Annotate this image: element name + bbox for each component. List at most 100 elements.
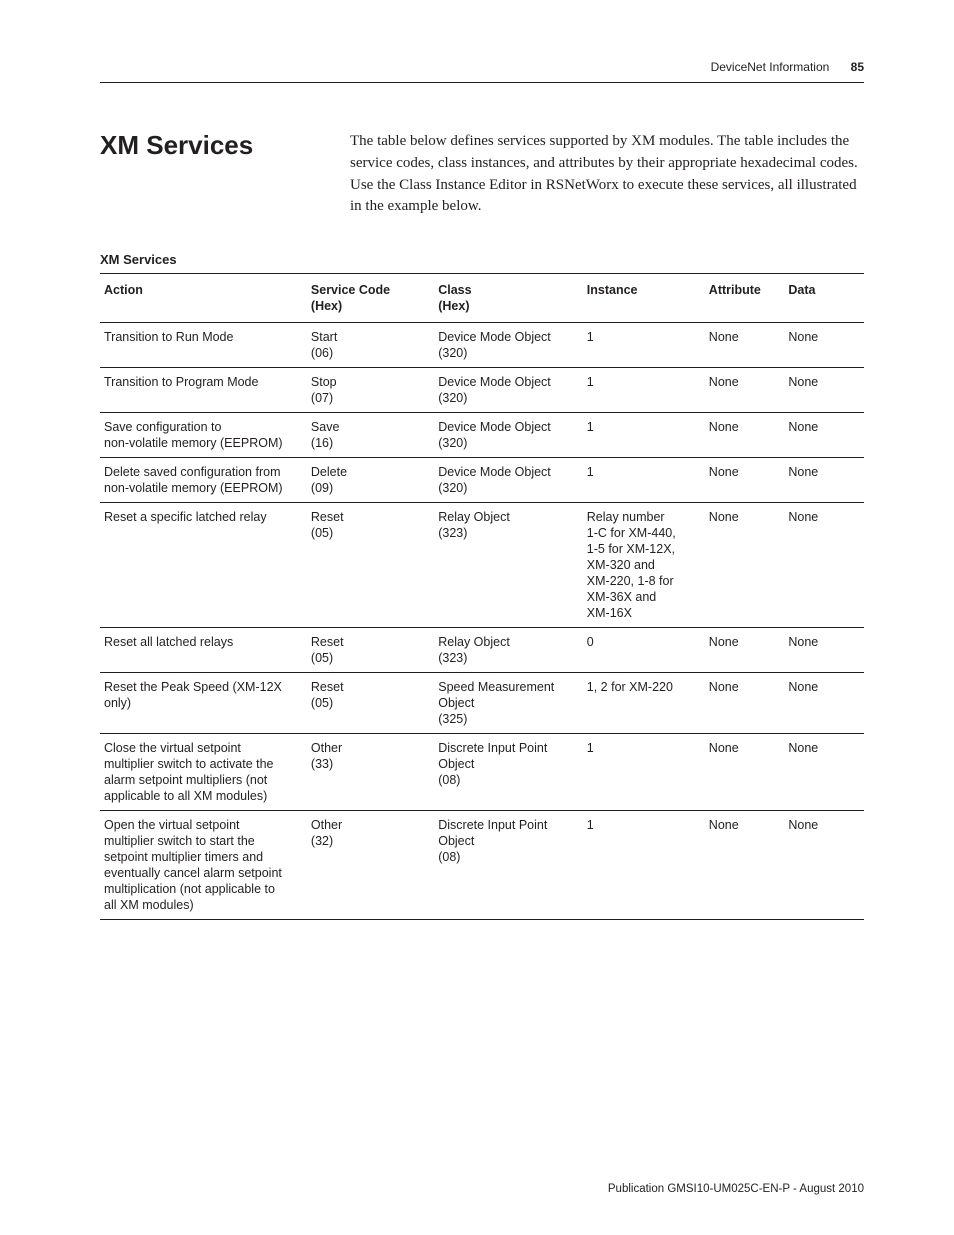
cell-instance: 1	[583, 413, 705, 458]
cell-line: (06)	[311, 345, 426, 361]
col-instance: Instance	[583, 274, 705, 323]
cell-data: None	[784, 628, 864, 673]
col-service-l1: Service Code	[311, 283, 390, 297]
cell-line: Device Mode Object	[438, 329, 575, 345]
cell-line: Object	[438, 833, 575, 849]
cell-line: 1-5 for XM-12X,	[587, 541, 697, 557]
cell-attr: None	[705, 368, 785, 413]
col-service: Service Code (Hex)	[307, 274, 434, 323]
cell-line: (320)	[438, 480, 575, 496]
cell-line: (07)	[311, 390, 426, 406]
page: DeviceNet Information 85 XM Services The…	[0, 0, 954, 1235]
xm-services-table: Action Service Code (Hex) Class (Hex) In…	[100, 273, 864, 920]
col-data: Data	[784, 274, 864, 323]
cell-action: Save configuration tonon-volatile memory…	[100, 413, 307, 458]
cell-line: Relay Object	[438, 634, 575, 650]
cell-instance: 1	[583, 458, 705, 503]
col-attr-l1: Attribute	[709, 283, 761, 297]
col-class: Class (Hex)	[434, 274, 583, 323]
cell-instance: 1	[583, 323, 705, 368]
cell-service: Delete(09)	[307, 458, 434, 503]
cell-line: Stop	[311, 374, 426, 390]
cell-attr: None	[705, 503, 785, 628]
cell-line: Delete saved configuration from	[104, 464, 299, 480]
cell-line: 1	[587, 464, 697, 480]
col-class-l2: (Hex)	[438, 299, 469, 313]
cell-attr: None	[705, 323, 785, 368]
cell-line: Other	[311, 740, 426, 756]
cell-service: Other(32)	[307, 811, 434, 920]
cell-line: Open the virtual setpoint	[104, 817, 299, 833]
cell-line: Close the virtual setpoint	[104, 740, 299, 756]
cell-instance: 1	[583, 368, 705, 413]
cell-line: (05)	[311, 525, 426, 541]
cell-line: 1, 2 for XM-220	[587, 679, 697, 695]
col-instance-l1: Instance	[587, 283, 638, 297]
header-page-number: 85	[851, 60, 864, 74]
cell-line: Reset	[311, 634, 426, 650]
table-title: XM Services	[100, 252, 864, 267]
cell-line: (16)	[311, 435, 426, 451]
cell-class: Discrete Input PointObject(08)	[434, 734, 583, 811]
cell-line: 1	[587, 740, 697, 756]
cell-line: non-volatile memory (EEPROM)	[104, 435, 299, 451]
section-intro: The table below defines services support…	[350, 131, 864, 218]
cell-line: multiplication (not applicable to	[104, 881, 299, 897]
cell-action: Reset all latched relays	[100, 628, 307, 673]
cell-line: None	[709, 740, 777, 756]
cell-line: alarm setpoint multipliers (not	[104, 772, 299, 788]
cell-line: Relay number	[587, 509, 697, 525]
cell-service: Other(33)	[307, 734, 434, 811]
cell-line: Transition to Run Mode	[104, 329, 299, 345]
cell-line: multiplier switch to activate the	[104, 756, 299, 772]
cell-action: Transition to Program Mode	[100, 368, 307, 413]
cell-data: None	[784, 503, 864, 628]
cell-class: Speed MeasurementObject(325)	[434, 673, 583, 734]
cell-line: (325)	[438, 711, 575, 727]
cell-line: (323)	[438, 525, 575, 541]
cell-line: (323)	[438, 650, 575, 666]
cell-line: None	[788, 740, 856, 756]
cell-line: XM-36X and	[587, 589, 697, 605]
cell-attr: None	[705, 628, 785, 673]
cell-line: Save	[311, 419, 426, 435]
cell-service: Stop(07)	[307, 368, 434, 413]
col-data-l1: Data	[788, 283, 815, 297]
cell-line: Reset	[311, 679, 426, 695]
cell-line: XM-220, 1-8 for	[587, 573, 697, 589]
cell-action: Close the virtual setpointmultiplier swi…	[100, 734, 307, 811]
col-service-l2: (Hex)	[311, 299, 342, 313]
cell-instance: 1	[583, 734, 705, 811]
cell-line: None	[709, 329, 777, 345]
cell-line: (33)	[311, 756, 426, 772]
cell-line: Other	[311, 817, 426, 833]
cell-line: (08)	[438, 849, 575, 865]
cell-line: Device Mode Object	[438, 419, 575, 435]
cell-attr: None	[705, 673, 785, 734]
cell-action: Open the virtual setpointmultiplier swit…	[100, 811, 307, 920]
cell-data: None	[784, 413, 864, 458]
cell-line: None	[788, 374, 856, 390]
cell-line: Discrete Input Point	[438, 740, 575, 756]
table-row: Reset all latched relaysReset(05) Relay O…	[100, 628, 864, 673]
cell-line: (32)	[311, 833, 426, 849]
cell-line: (09)	[311, 480, 426, 496]
cell-line: XM-320 and	[587, 557, 697, 573]
cell-instance: 1, 2 for XM-220	[583, 673, 705, 734]
cell-line: (05)	[311, 650, 426, 666]
cell-instance: Relay number1-C for XM-440,1-5 for XM-12…	[583, 503, 705, 628]
cell-line: Delete	[311, 464, 426, 480]
cell-line: 1	[587, 419, 697, 435]
cell-instance: 1	[583, 811, 705, 920]
cell-class: Device Mode Object(320)	[434, 458, 583, 503]
cell-attr: None	[705, 734, 785, 811]
cell-line: Reset a specific latched relay	[104, 509, 299, 525]
table-body: Transition to Run ModeStart(06)Device Mo…	[100, 323, 864, 920]
table-row: Reset a specific latched relayReset(05)R…	[100, 503, 864, 628]
cell-service: Save(16)	[307, 413, 434, 458]
cell-attr: None	[705, 413, 785, 458]
table-row: Close the virtual setpointmultiplier swi…	[100, 734, 864, 811]
cell-data: None	[784, 368, 864, 413]
cell-line: Save configuration to	[104, 419, 299, 435]
cell-action: Reset a specific latched relay	[100, 503, 307, 628]
